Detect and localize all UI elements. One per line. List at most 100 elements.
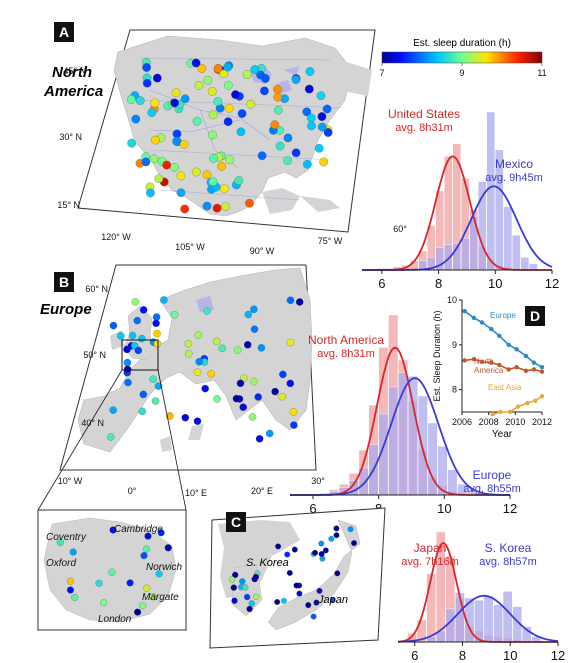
city-marker — [150, 98, 160, 108]
city-marker — [166, 412, 174, 420]
city-marker — [162, 160, 172, 170]
city-marker — [157, 529, 165, 537]
panel-c-map — [209, 507, 386, 649]
uk-city-label: Cambridge — [114, 524, 163, 535]
series-label: America — [474, 366, 504, 375]
histogram-bar — [529, 263, 538, 271]
data-point — [498, 409, 503, 415]
city-marker — [250, 325, 259, 333]
histogram-bar — [493, 604, 503, 643]
histogram-bar — [426, 573, 437, 643]
city-marker — [306, 113, 316, 123]
x-tick-label: 12 — [503, 501, 517, 516]
city-marker — [275, 141, 285, 151]
uk-city-label: Oxford — [46, 558, 76, 569]
city-marker — [243, 593, 251, 601]
series-name: United States — [388, 107, 460, 121]
city-marker — [265, 429, 274, 438]
city-marker — [250, 305, 258, 314]
trend-line — [464, 310, 543, 368]
city-marker — [290, 421, 298, 429]
city-marker — [172, 137, 181, 146]
panel-a-lon-labels: 120° W 105° W 90° W 75° W 60° — [101, 224, 407, 256]
city-marker — [260, 86, 269, 96]
city-marker — [286, 338, 295, 347]
x-tick-label: 10 — [503, 648, 517, 663]
data-point — [462, 358, 467, 363]
trend-line — [464, 358, 543, 373]
city-marker — [171, 88, 181, 97]
lat-label: 50° N — [83, 350, 106, 360]
uk-city-labels: Coventry Cambridge Norwich Oxford Margate Lon… — [46, 524, 183, 625]
city-marker — [152, 319, 160, 328]
city-marker — [180, 94, 190, 104]
city-marker — [252, 573, 260, 581]
city-marker — [203, 75, 213, 85]
city-marker — [245, 198, 254, 208]
panel-b-city-markers — [106, 296, 304, 443]
city-marker — [160, 296, 168, 304]
city-marker — [202, 201, 212, 211]
city-marker — [192, 116, 202, 126]
data-point — [506, 367, 511, 372]
city-marker — [142, 63, 151, 72]
data-point — [515, 404, 521, 409]
city-marker — [322, 104, 332, 114]
city-marker — [108, 568, 116, 576]
city-marker — [152, 73, 162, 83]
y-tick-label: 8 — [452, 385, 457, 395]
city-marker — [271, 387, 279, 396]
city-marker — [164, 544, 172, 552]
city-marker — [228, 576, 236, 583]
data-point — [533, 398, 538, 403]
city-marker — [307, 121, 316, 131]
series-label: North — [474, 357, 494, 366]
colorbar-tick: 9 — [459, 68, 464, 78]
panel-b-region: Europe — [40, 301, 92, 318]
x-tick-label: 2008 — [479, 417, 499, 427]
panel-b-letter: B — [59, 274, 69, 290]
city-marker — [184, 339, 193, 348]
europe-land — [77, 267, 313, 453]
uk-city-label: London — [98, 614, 132, 625]
histogram-bar — [447, 469, 458, 496]
panel-a-letter-box — [54, 22, 74, 42]
lon-label: 60° — [393, 224, 407, 234]
panel-a-region-line1: North — [52, 64, 92, 81]
city-marker — [142, 545, 150, 553]
panel-a-letter: A — [59, 24, 69, 40]
panel-c-japan-label: Japan — [317, 594, 348, 606]
city-marker — [195, 357, 203, 366]
city-marker — [217, 162, 227, 171]
colorbar-tick: 7 — [379, 68, 384, 78]
city-marker — [236, 379, 245, 388]
series-average: avg. 7h16m — [401, 556, 458, 568]
city-marker — [140, 552, 148, 560]
lat-label: 15° N — [57, 200, 80, 210]
histogram-bar — [503, 206, 513, 271]
x-tick-label: 2010 — [505, 417, 525, 427]
x-tick-label: 12 — [545, 276, 559, 291]
city-marker — [291, 148, 301, 158]
city-marker — [193, 368, 202, 377]
city-marker — [194, 331, 203, 339]
data-point — [531, 360, 537, 365]
city-marker — [333, 532, 340, 539]
city-marker — [250, 65, 260, 74]
city-marker — [255, 435, 264, 443]
data-point — [523, 368, 529, 373]
y-axis-label: Est. Sleep Duration (h) — [432, 310, 442, 401]
lon-label: 105° W — [175, 242, 205, 252]
city-marker — [100, 599, 108, 607]
city-marker — [208, 177, 218, 187]
city-marker — [134, 346, 143, 355]
city-marker — [283, 133, 293, 143]
city-marker — [207, 86, 217, 96]
city-marker — [329, 597, 336, 604]
city-marker — [323, 128, 333, 137]
panel-a-region-line2: America — [43, 83, 103, 100]
city-marker — [138, 334, 146, 343]
